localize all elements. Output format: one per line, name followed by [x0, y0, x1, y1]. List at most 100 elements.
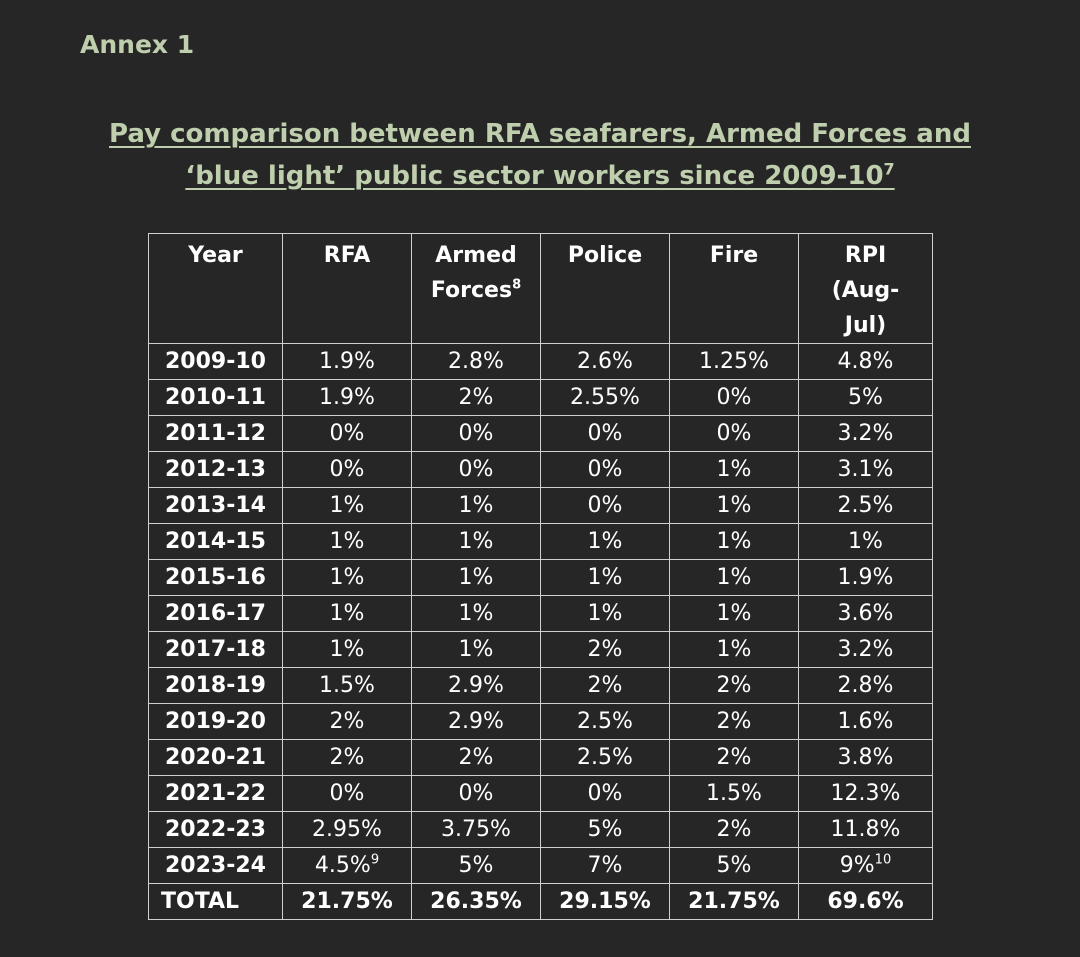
- header-row: Year RFA Armed Forces8 Police Fire RPI (…: [148, 233, 933, 344]
- year-cell: 2011-12: [148, 415, 283, 452]
- rpi-cell: 3.1%: [798, 451, 933, 488]
- year-cell: 2019-20: [148, 703, 283, 740]
- rfa-cell: 1%: [282, 631, 412, 668]
- rfa-cell: 1%: [282, 523, 412, 560]
- armed-cell: 1%: [411, 595, 541, 632]
- header-rpi: RPI (Aug- Jul): [798, 233, 933, 344]
- header-armed-line1: Armed: [435, 243, 517, 268]
- year-cell: 2015-16: [148, 559, 283, 596]
- police-cell: 7%: [540, 847, 670, 884]
- table-row: 2010-11 1.9% 2% 2.55% 0% 5%: [148, 379, 933, 416]
- rpi-cell: 1.9%: [798, 559, 933, 596]
- rfa-cell: 1%: [282, 595, 412, 632]
- fire-cell: 2%: [669, 811, 799, 848]
- year-cell: 2016-17: [148, 595, 283, 632]
- year-cell: 2012-13: [148, 451, 283, 488]
- armed-cell: 5%: [411, 847, 541, 884]
- rfa-footnote-marker: 9: [370, 852, 380, 868]
- rpi-cell: 2.5%: [798, 487, 933, 524]
- rpi-footnote-marker: 10: [874, 852, 892, 868]
- rfa-cell: 0%: [282, 415, 412, 452]
- rpi-cell: 1%: [798, 523, 933, 560]
- total-label: TOTAL: [148, 883, 283, 920]
- title-line-2: ‘blue light’ public sector workers since…: [185, 161, 894, 191]
- rpi-value: 9%: [839, 853, 875, 878]
- armed-cell: 1%: [411, 487, 541, 524]
- total-rfa: 21.75%: [282, 883, 412, 920]
- fire-cell: 1.5%: [669, 775, 799, 812]
- armed-cell: 2%: [411, 739, 541, 776]
- police-cell: 2.6%: [540, 343, 670, 380]
- police-cell: 1%: [540, 523, 670, 560]
- table-row: 2023-24 4.5%9 5% 7% 5% 9%10: [148, 847, 933, 884]
- fire-cell: 2%: [669, 667, 799, 704]
- table-row: 2022-23 2.95% 3.75% 5% 2% 11.8%: [148, 811, 933, 848]
- year-cell: 2017-18: [148, 631, 283, 668]
- police-cell: 1%: [540, 559, 670, 596]
- rfa-cell: 4.5%9: [282, 847, 412, 884]
- year-cell: 2023-24: [148, 847, 283, 884]
- fire-cell: 1%: [669, 631, 799, 668]
- rfa-cell: 1.9%: [282, 343, 412, 380]
- table-row: 2017-18 1% 1% 2% 1% 3.2%: [148, 631, 933, 668]
- rfa-cell: 1%: [282, 487, 412, 524]
- rfa-cell: 2%: [282, 739, 412, 776]
- armed-cell: 2.9%: [411, 703, 541, 740]
- table-row: 2011-12 0% 0% 0% 0% 3.2%: [148, 415, 933, 452]
- total-armed: 26.35%: [411, 883, 541, 920]
- table-row: 2016-17 1% 1% 1% 1% 3.6%: [148, 595, 933, 632]
- armed-cell: 0%: [411, 451, 541, 488]
- fire-cell: 1.25%: [669, 343, 799, 380]
- title-line-2-text: ‘blue light’ public sector workers since…: [185, 161, 884, 191]
- table-row: 2009-10 1.9% 2.8% 2.6% 1.25% 4.8%: [148, 343, 933, 380]
- rpi-cell: 11.8%: [798, 811, 933, 848]
- header-rfa: RFA: [282, 233, 412, 344]
- police-cell: 0%: [540, 487, 670, 524]
- armed-cell: 2.9%: [411, 667, 541, 704]
- armed-cell: 2%: [411, 379, 541, 416]
- police-cell: 2.5%: [540, 739, 670, 776]
- header-police: Police: [540, 233, 670, 344]
- header-armed-forces: Armed Forces8: [411, 233, 541, 344]
- header-year: Year: [148, 233, 283, 344]
- page-title: Pay comparison between RFA seafarers, Ar…: [0, 113, 1080, 197]
- table-row: 2021-22 0% 0% 0% 1.5% 12.3%: [148, 775, 933, 812]
- police-cell: 0%: [540, 451, 670, 488]
- police-cell: 2.55%: [540, 379, 670, 416]
- year-cell: 2021-22: [148, 775, 283, 812]
- rpi-cell: 9%10: [798, 847, 933, 884]
- police-cell: 0%: [540, 775, 670, 812]
- rfa-value: 4.5%: [314, 853, 371, 878]
- fire-cell: 5%: [669, 847, 799, 884]
- fire-cell: 1%: [669, 451, 799, 488]
- fire-cell: 0%: [669, 379, 799, 416]
- rpi-cell: 3.2%: [798, 415, 933, 452]
- police-cell: 2%: [540, 667, 670, 704]
- table-row: 2018-19 1.5% 2.9% 2% 2% 2.8%: [148, 667, 933, 704]
- header-rpi-line3: Jul): [844, 313, 887, 338]
- police-cell: 0%: [540, 415, 670, 452]
- annex-label: Annex 1: [80, 30, 195, 59]
- header-rpi-line1: RPI: [844, 243, 887, 268]
- total-row: TOTAL 21.75% 26.35% 29.15% 21.75% 69.6%: [148, 883, 933, 920]
- rfa-cell: 2.95%: [282, 811, 412, 848]
- rfa-cell: 1.5%: [282, 667, 412, 704]
- table-row: 2019-20 2% 2.9% 2.5% 2% 1.6%: [148, 703, 933, 740]
- fire-cell: 2%: [669, 739, 799, 776]
- rpi-cell: 12.3%: [798, 775, 933, 812]
- table-row: 2020-21 2% 2% 2.5% 2% 3.8%: [148, 739, 933, 776]
- table-row: 2014-15 1% 1% 1% 1% 1%: [148, 523, 933, 560]
- rpi-cell: 3.6%: [798, 595, 933, 632]
- year-cell: 2020-21: [148, 739, 283, 776]
- fire-cell: 0%: [669, 415, 799, 452]
- armed-cell: 1%: [411, 631, 541, 668]
- rpi-cell: 2.8%: [798, 667, 933, 704]
- armed-cell: 0%: [411, 415, 541, 452]
- year-cell: 2009-10: [148, 343, 283, 380]
- rfa-cell: 0%: [282, 775, 412, 812]
- rpi-cell: 5%: [798, 379, 933, 416]
- rpi-cell: 1.6%: [798, 703, 933, 740]
- rfa-cell: 1.9%: [282, 379, 412, 416]
- fire-cell: 1%: [669, 559, 799, 596]
- title-footnote-marker: 7: [883, 159, 895, 179]
